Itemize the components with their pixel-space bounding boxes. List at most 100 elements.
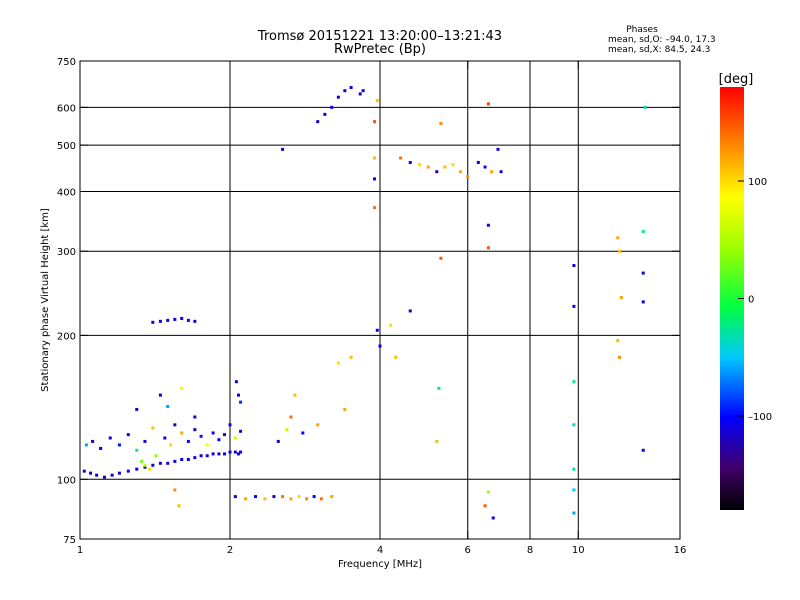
data-point bbox=[572, 423, 576, 427]
data-point bbox=[180, 386, 184, 390]
data-point bbox=[378, 344, 382, 348]
data-point bbox=[151, 463, 155, 467]
stats-title: Phases bbox=[626, 25, 658, 35]
data-point bbox=[154, 454, 158, 458]
x-axis-label: Frequency [MHz] bbox=[338, 559, 422, 570]
data-point bbox=[281, 147, 285, 151]
data-point bbox=[572, 380, 576, 384]
data-point bbox=[180, 457, 184, 461]
data-point bbox=[373, 120, 377, 124]
data-point bbox=[180, 316, 184, 320]
data-point bbox=[166, 461, 170, 465]
data-point bbox=[319, 497, 323, 501]
data-point bbox=[496, 147, 500, 151]
data-point bbox=[375, 328, 379, 332]
data-point bbox=[361, 89, 365, 93]
data-point bbox=[375, 99, 379, 103]
data-point bbox=[490, 170, 494, 174]
x-tick-label: 1 bbox=[77, 545, 83, 556]
data-point bbox=[616, 236, 620, 240]
data-point bbox=[572, 467, 576, 471]
data-point bbox=[276, 439, 280, 443]
data-point bbox=[126, 433, 130, 437]
x-tick-label: 6 bbox=[465, 545, 471, 556]
data-point bbox=[285, 428, 289, 432]
x-tick-label: 2 bbox=[227, 545, 233, 556]
stats-x-mode: mean, sd,X: 84.5, 24.3 bbox=[608, 45, 710, 55]
data-point bbox=[618, 249, 622, 253]
y-tick-label: 600 bbox=[57, 103, 76, 114]
data-point bbox=[158, 461, 162, 465]
data-point bbox=[193, 428, 197, 432]
data-point bbox=[169, 443, 173, 447]
data-point bbox=[151, 426, 155, 430]
data-point bbox=[389, 323, 393, 327]
data-point bbox=[211, 452, 215, 456]
data-point bbox=[641, 448, 645, 452]
data-point bbox=[293, 393, 297, 397]
y-tick-labels: 75 100 200 300 400 500 600 750 bbox=[57, 57, 76, 546]
data-point bbox=[89, 471, 93, 475]
data-point bbox=[173, 317, 177, 321]
data-point bbox=[205, 454, 209, 458]
grid-lines bbox=[80, 61, 680, 539]
data-point bbox=[244, 497, 248, 501]
data-point bbox=[233, 436, 237, 440]
data-points bbox=[82, 86, 647, 520]
data-point bbox=[253, 495, 257, 499]
data-point bbox=[499, 170, 503, 174]
data-point bbox=[572, 488, 576, 492]
data-point bbox=[641, 229, 645, 233]
data-point bbox=[95, 473, 99, 477]
data-point bbox=[373, 177, 377, 181]
data-point bbox=[217, 438, 221, 442]
y-tick-label: 750 bbox=[57, 57, 76, 68]
data-point bbox=[99, 446, 103, 450]
data-point bbox=[234, 380, 238, 384]
data-point bbox=[180, 431, 184, 435]
data-point bbox=[239, 450, 243, 454]
data-point bbox=[408, 309, 412, 313]
data-point bbox=[297, 495, 301, 499]
data-point bbox=[641, 300, 645, 304]
data-point bbox=[166, 318, 170, 322]
data-point bbox=[117, 443, 121, 447]
data-point bbox=[486, 223, 490, 227]
data-point bbox=[491, 516, 495, 520]
data-point bbox=[173, 423, 177, 427]
data-point bbox=[483, 165, 487, 169]
colorbar-tick-label: 100 bbox=[748, 177, 767, 188]
data-point bbox=[193, 319, 197, 323]
data-point bbox=[443, 165, 447, 169]
data-point bbox=[466, 174, 470, 178]
data-point bbox=[223, 452, 227, 456]
data-point bbox=[437, 386, 441, 390]
data-point bbox=[486, 102, 490, 106]
data-point bbox=[135, 448, 139, 452]
data-point bbox=[263, 497, 267, 501]
data-point bbox=[439, 256, 443, 260]
data-point bbox=[135, 407, 139, 411]
colorbar-tick-label: 0 bbox=[748, 295, 754, 306]
data-point bbox=[239, 400, 243, 404]
x-tick-label: 8 bbox=[527, 545, 533, 556]
data-point bbox=[301, 431, 305, 435]
colorbar-tick-label: –100 bbox=[748, 412, 772, 423]
data-point bbox=[373, 206, 377, 210]
data-point bbox=[233, 450, 237, 454]
colorbar-ticks: 100 0 –100 bbox=[738, 177, 772, 423]
data-point bbox=[143, 465, 147, 469]
data-point bbox=[435, 439, 439, 443]
data-point bbox=[330, 495, 334, 499]
data-point bbox=[108, 436, 112, 440]
data-point bbox=[140, 459, 144, 463]
data-point bbox=[305, 497, 309, 501]
x-tick-label: 16 bbox=[674, 545, 687, 556]
data-point bbox=[158, 319, 162, 323]
data-point bbox=[281, 495, 285, 499]
data-point bbox=[135, 467, 139, 471]
x-tick-labels: 1 2 4 6 8 10 16 bbox=[77, 545, 687, 556]
data-point bbox=[408, 160, 412, 164]
data-point bbox=[193, 415, 197, 419]
